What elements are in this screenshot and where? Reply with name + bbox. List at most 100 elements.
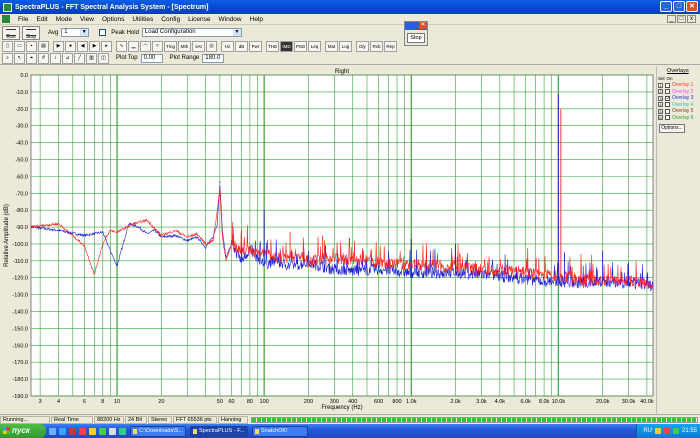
spectrum-chart[interactable]: 0.0 -10.0 -20.0 -30.0 -40.0 -50.0 -60.0 -70.0 -8… bbox=[0, 66, 656, 414]
tray-icon[interactable] bbox=[672, 428, 679, 434]
task-spectraplus[interactable]: SpectraPLUS - F... bbox=[190, 425, 248, 437]
sat-button[interactable]: sAt bbox=[192, 40, 205, 52]
overlay-select-radio[interactable]: 5 bbox=[658, 108, 663, 114]
autoscale-icon[interactable]: ↕ bbox=[50, 52, 61, 64]
mdi-restore-button[interactable]: □ bbox=[677, 15, 686, 23]
plot-type-icon[interactable]: ⊿ bbox=[62, 52, 73, 64]
maximize-button[interactable]: □ bbox=[673, 1, 685, 12]
overlay-on-checkbox[interactable] bbox=[665, 89, 670, 95]
overlay-on-checkbox[interactable] bbox=[665, 115, 670, 121]
menu-options[interactable]: Options bbox=[101, 15, 125, 23]
pwr-button[interactable]: Pwr bbox=[249, 40, 262, 52]
open-icon[interactable]: ▭ bbox=[14, 40, 25, 52]
menu-view[interactable]: View bbox=[79, 15, 94, 23]
mdi-minimize-button[interactable]: _ bbox=[667, 15, 676, 23]
bars-icon[interactable]: ▥ bbox=[86, 52, 97, 64]
peak-hold-checkbox[interactable] bbox=[99, 29, 107, 36]
close-icon[interactable]: ✕ bbox=[419, 22, 427, 29]
floating-title-bar[interactable]: ✕ bbox=[405, 22, 427, 30]
menu-license[interactable]: License bbox=[188, 15, 211, 23]
tray-icon[interactable] bbox=[663, 428, 670, 434]
menu-help[interactable]: Help bbox=[249, 15, 263, 23]
log-button[interactable]: Log bbox=[339, 40, 352, 52]
overlay-row[interactable]: 5 Overlay 5 bbox=[657, 108, 700, 115]
overlay-row[interactable]: 2 Overlay 2 bbox=[657, 89, 700, 96]
print-icon[interactable]: ▤ bbox=[38, 40, 49, 52]
psd-button[interactable]: PSD bbox=[294, 40, 307, 52]
waveform-icon[interactable]: ∿ bbox=[116, 40, 127, 52]
run-button[interactable]: Run bbox=[2, 25, 20, 40]
overlay-row[interactable]: 1 Overlay 1 bbox=[657, 82, 700, 89]
spectrum-icon[interactable]: ▁ bbox=[128, 40, 139, 52]
task-downloads[interactable]: C:\Downloads\S... bbox=[130, 425, 186, 437]
record-icon[interactable]: ● bbox=[65, 40, 76, 52]
cursor-icon[interactable]: ↖ bbox=[14, 52, 25, 64]
menu-window[interactable]: Window bbox=[218, 15, 242, 23]
avg-select[interactable]: 1 ▼ bbox=[61, 28, 90, 37]
save-icon[interactable]: ▪ bbox=[26, 40, 37, 52]
new-icon[interactable]: ▯ bbox=[2, 40, 13, 52]
overlay-select-radio[interactable]: 4 bbox=[658, 102, 663, 108]
overlay-row[interactable]: 4 Overlay 4 bbox=[657, 102, 700, 109]
browser-icon[interactable] bbox=[59, 427, 66, 435]
minimize-button[interactable]: _ bbox=[660, 1, 672, 12]
imd-button[interactable]: IMD bbox=[280, 40, 293, 52]
menu-config[interactable]: Config bbox=[161, 15, 181, 23]
grid-icon[interactable]: # bbox=[38, 52, 49, 64]
overlay-select-radio[interactable]: 2 bbox=[658, 89, 663, 95]
split-icon[interactable]: ◫ bbox=[98, 52, 109, 64]
overlay-on-checkbox[interactable] bbox=[665, 108, 670, 114]
floating-stop-button[interactable]: Stop bbox=[407, 33, 425, 43]
mdi-close-button[interactable]: x bbox=[687, 15, 696, 23]
timing-button[interactable]: Tmg bbox=[164, 40, 177, 52]
task-snatchok[interactable]: SnatchOK! bbox=[252, 425, 308, 437]
rep-button[interactable]: Rep bbox=[384, 40, 397, 52]
math-button[interactable]: Mth bbox=[178, 40, 191, 52]
folder-icon[interactable] bbox=[89, 427, 96, 435]
plot-top-input[interactable]: 0.00 bbox=[140, 53, 163, 63]
desktop-icon[interactable] bbox=[49, 427, 56, 435]
meter-icon[interactable]: ◎ bbox=[206, 40, 217, 52]
mat-button[interactable]: Mat bbox=[325, 40, 338, 52]
phase-icon[interactable]: ◠ bbox=[140, 40, 151, 52]
leq-button[interactable]: Leq bbox=[308, 40, 321, 52]
rvb-button[interactable]: Rvb bbox=[370, 40, 383, 52]
overlay-row[interactable]: 3 ✓ Overlay 3 bbox=[657, 95, 700, 102]
overlay-select-radio[interactable]: 1 bbox=[658, 82, 663, 88]
overlay-on-checkbox[interactable] bbox=[665, 102, 670, 108]
overlay-select-radio[interactable]: 6 bbox=[658, 115, 663, 121]
document-icon[interactable] bbox=[2, 15, 10, 23]
menu-file[interactable]: File bbox=[18, 15, 29, 23]
rewind-icon[interactable]: ◀ bbox=[77, 40, 88, 52]
app-icon[interactable] bbox=[109, 427, 116, 435]
play-icon[interactable]: ▶ bbox=[53, 40, 64, 52]
app-icon[interactable] bbox=[99, 427, 106, 435]
plot-range-input[interactable]: 180.0 bbox=[202, 53, 225, 63]
overlay-on-checkbox[interactable]: ✓ bbox=[665, 95, 671, 102]
stop-button[interactable]: Stop bbox=[22, 25, 40, 40]
db-button[interactable]: dB bbox=[235, 40, 248, 52]
line-icon[interactable]: ╱ bbox=[74, 52, 85, 64]
marker-icon[interactable]: ⌖ bbox=[26, 52, 37, 64]
close-button[interactable]: ✕ bbox=[686, 1, 698, 12]
app-icon[interactable] bbox=[119, 427, 126, 435]
overlay-row[interactable]: 6 Overlay 6 bbox=[657, 115, 700, 122]
start-button[interactable]: пуск bbox=[0, 424, 46, 438]
tray-icon[interactable] bbox=[654, 428, 661, 434]
zoom-icon[interactable]: ⌕ bbox=[2, 52, 13, 64]
step-icon[interactable]: ▸ bbox=[101, 40, 112, 52]
menu-utilities[interactable]: Utilities bbox=[132, 15, 154, 23]
language-indicator[interactable]: RU bbox=[643, 428, 652, 434]
generator-icon[interactable]: ≈ bbox=[152, 40, 163, 52]
menu-edit[interactable]: Edit bbox=[36, 15, 48, 23]
overlay-options-button[interactable]: Options... bbox=[659, 124, 685, 133]
config-select[interactable]: Load Configuration ▼ bbox=[141, 28, 242, 37]
dly-button[interactable]: Dly bbox=[356, 40, 369, 52]
overlay-select-radio[interactable]: 3 bbox=[658, 95, 663, 101]
app-icon[interactable] bbox=[69, 427, 76, 435]
thd-button[interactable]: THD bbox=[266, 40, 279, 52]
app-icon[interactable] bbox=[79, 427, 86, 435]
hz-button[interactable]: Hz bbox=[221, 40, 234, 52]
menu-mode[interactable]: Mode bbox=[55, 15, 72, 23]
overlay-on-checkbox[interactable] bbox=[665, 82, 670, 88]
